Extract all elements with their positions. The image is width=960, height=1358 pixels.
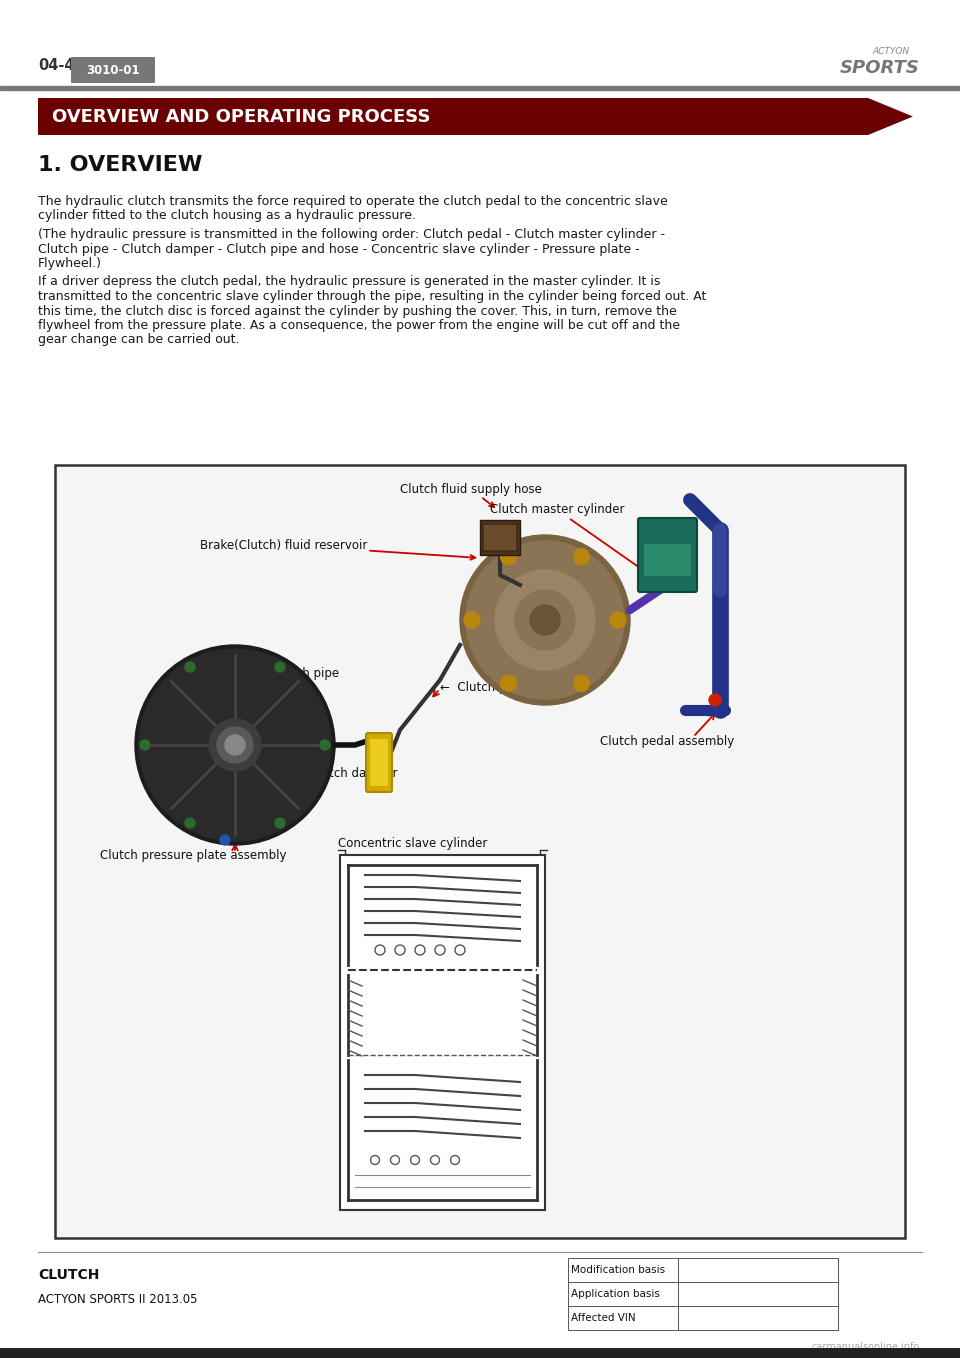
Text: Clutch fluid supply hose: Clutch fluid supply hose (400, 482, 541, 507)
Text: Clutch pressure plate assembly: Clutch pressure plate assembly (100, 849, 286, 861)
Circle shape (140, 740, 150, 750)
Text: ACTYON SPORTS II 2013.05: ACTYON SPORTS II 2013.05 (38, 1293, 198, 1306)
FancyBboxPatch shape (644, 545, 691, 576)
Circle shape (209, 718, 261, 771)
Circle shape (275, 663, 285, 672)
Text: Brake(Clutch) fluid reservoir: Brake(Clutch) fluid reservoir (200, 539, 475, 559)
Text: cylinder fitted to the clutch housing as a hydraulic pressure.: cylinder fitted to the clutch housing as… (38, 209, 416, 223)
Circle shape (500, 675, 516, 691)
Text: carmanualsonline.info: carmanualsonline.info (812, 1342, 920, 1353)
Text: Concentric slave cylinder: Concentric slave cylinder (338, 837, 488, 850)
FancyBboxPatch shape (71, 57, 155, 83)
Text: Clutch pipe: Clutch pipe (272, 667, 339, 679)
Circle shape (217, 727, 253, 763)
Circle shape (495, 570, 595, 669)
Bar (568, 1306, 838, 1329)
Text: 3010-01: 3010-01 (86, 64, 140, 76)
Text: SPORTS: SPORTS (840, 58, 920, 77)
Text: 04-4: 04-4 (38, 57, 75, 72)
Text: Clutch master cylinder: Clutch master cylinder (490, 504, 646, 572)
Bar (0, 86, 960, 90)
Circle shape (573, 675, 589, 691)
Text: CLUTCH: CLUTCH (38, 1268, 100, 1282)
Circle shape (185, 818, 195, 828)
Circle shape (464, 612, 480, 627)
Text: Clutch damper: Clutch damper (310, 766, 397, 779)
Text: Clutch pipe - Clutch damper - Clutch pipe and hose - Concentric slave cylinder -: Clutch pipe - Clutch damper - Clutch pip… (38, 243, 639, 255)
Text: gear change can be carried out.: gear change can be carried out. (38, 334, 239, 346)
Circle shape (515, 589, 575, 650)
Text: OVERVIEW AND OPERATING PROCESS: OVERVIEW AND OPERATING PROCESS (52, 107, 430, 125)
Polygon shape (480, 520, 520, 555)
Circle shape (709, 694, 721, 706)
FancyBboxPatch shape (370, 739, 388, 786)
Circle shape (220, 835, 230, 845)
Polygon shape (868, 98, 913, 134)
Text: Affected VIN: Affected VIN (571, 1313, 636, 1323)
Bar (55, 464, 905, 1238)
FancyBboxPatch shape (638, 517, 697, 592)
FancyBboxPatch shape (483, 524, 517, 551)
Circle shape (530, 606, 560, 636)
Circle shape (320, 740, 330, 750)
Text: Clutch hose: Clutch hose (172, 668, 242, 680)
Text: ←  Clutch pipe: ← Clutch pipe (440, 682, 524, 694)
Circle shape (185, 663, 195, 672)
Text: Flywheel.): Flywheel.) (38, 257, 102, 270)
Bar (568, 1282, 838, 1306)
Text: 1. OVERVIEW: 1. OVERVIEW (38, 155, 203, 175)
Bar (38, 98, 868, 134)
Bar (568, 1258, 838, 1282)
Circle shape (466, 540, 624, 699)
Circle shape (460, 535, 630, 705)
FancyBboxPatch shape (366, 733, 392, 792)
Text: Clutch pedal assembly: Clutch pedal assembly (600, 736, 734, 748)
Circle shape (225, 735, 245, 755)
Text: transmitted to the concentric slave cylinder through the pipe, resulting in the : transmitted to the concentric slave cyli… (38, 291, 707, 303)
Circle shape (135, 645, 335, 845)
Text: (The hydraulic pressure is transmitted in the following order: Clutch pedal - Cl: (The hydraulic pressure is transmitted i… (38, 228, 665, 240)
Text: The hydraulic clutch transmits the force required to operate the clutch pedal to: The hydraulic clutch transmits the force… (38, 196, 668, 208)
Circle shape (610, 612, 626, 627)
Text: this time, the clutch disc is forced against the cylinder by pushing the cover. : this time, the clutch disc is forced aga… (38, 304, 677, 318)
Text: flywheel from the pressure plate. As a consequence, the power from the engine wi: flywheel from the pressure plate. As a c… (38, 319, 680, 331)
Text: ACTYON: ACTYON (873, 48, 910, 57)
Circle shape (139, 649, 331, 841)
Bar (0, 1348, 960, 1358)
Text: Modification basis: Modification basis (571, 1266, 665, 1275)
Circle shape (275, 818, 285, 828)
Bar (340, 856, 545, 1210)
Circle shape (500, 549, 516, 565)
Circle shape (573, 549, 589, 565)
Text: If a driver depress the clutch pedal, the hydraulic pressure is generated in the: If a driver depress the clutch pedal, th… (38, 276, 660, 288)
Text: Application basis: Application basis (571, 1289, 660, 1300)
